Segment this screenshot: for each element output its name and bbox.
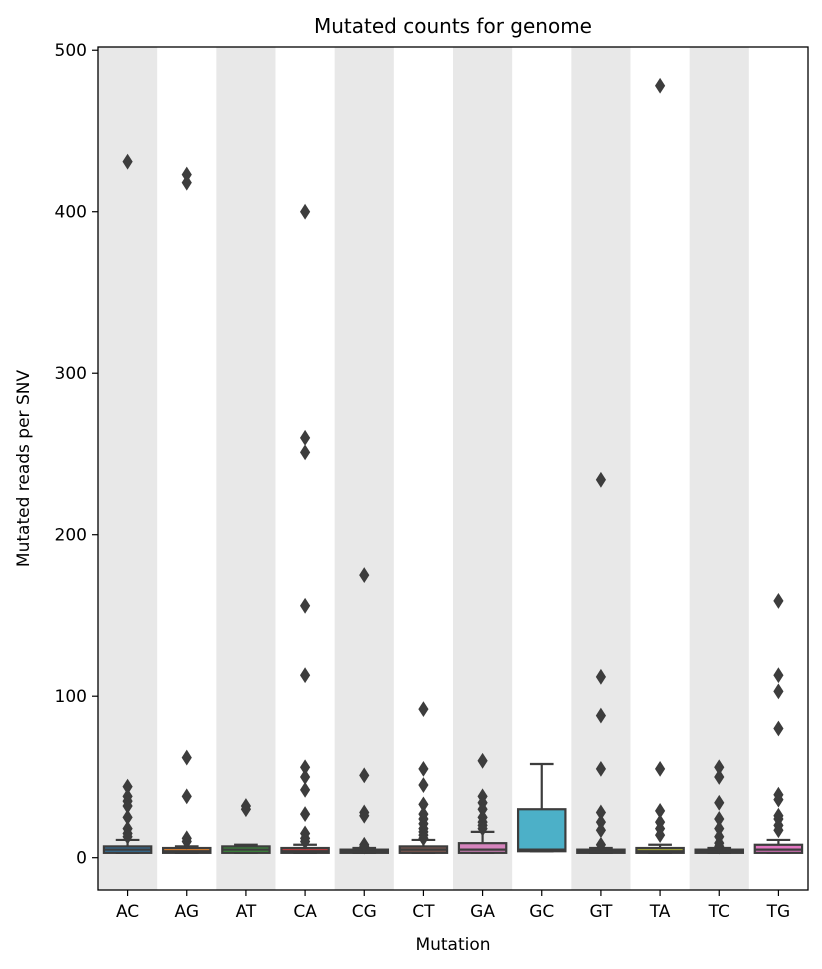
category-bands <box>98 47 749 890</box>
band-cg <box>334 47 394 890</box>
x-tick-label: CT <box>412 902 435 922</box>
band-at <box>216 47 276 890</box>
x-tick-label: AC <box>116 902 139 922</box>
outlier-point <box>477 752 488 769</box>
outlier-point <box>773 667 784 684</box>
box-ag <box>161 166 212 854</box>
outlier-point <box>714 838 725 855</box>
band-gt <box>571 47 631 890</box>
outlier-point <box>299 833 311 850</box>
box-gc <box>516 762 567 853</box>
box-ac <box>102 153 153 854</box>
x-tick-label: GA <box>470 902 495 922</box>
outlier-point <box>418 760 429 777</box>
box-tg <box>753 593 804 854</box>
outlier-point <box>359 838 370 855</box>
outlier-point <box>714 794 725 811</box>
outlier-point <box>181 749 192 766</box>
x-tick-label: CG <box>352 902 377 922</box>
chart-title: Mutated counts for genome <box>314 14 592 38</box>
box-at <box>221 798 271 854</box>
box-iqr <box>457 842 508 854</box>
box-ga <box>457 752 508 854</box>
outlier-point <box>299 806 311 823</box>
box-series <box>102 77 804 855</box>
outlier-point <box>359 567 370 584</box>
box-gt <box>576 471 626 854</box>
plot-frame <box>97 46 809 891</box>
box-ca <box>280 203 330 854</box>
outlier-point <box>654 827 666 844</box>
band-ac <box>98 47 158 890</box>
outlier-point <box>122 828 133 845</box>
box-tc <box>694 759 745 855</box>
y-tick-label: 200 <box>55 526 87 546</box>
outlier-point <box>418 777 429 793</box>
outlier-point <box>240 801 252 818</box>
x-tick-label: GC <box>529 902 554 922</box>
outlier-point <box>654 77 666 94</box>
outlier-point <box>773 822 784 839</box>
band-ga <box>453 47 513 890</box>
outlier-point <box>181 833 192 850</box>
y-tick-label: 100 <box>55 687 87 707</box>
outlier-point <box>299 769 311 785</box>
x-axis-label: Mutation <box>415 935 490 955</box>
outlier-point <box>299 781 311 798</box>
y-tick-label: 500 <box>55 41 87 61</box>
outlier-point <box>773 720 784 737</box>
y-tick-label: 400 <box>55 203 87 223</box>
outlier-point <box>418 701 429 718</box>
outlier-point <box>773 593 784 609</box>
outlier-point <box>595 760 607 777</box>
x-tick-label: AT <box>236 902 257 922</box>
outlier-point <box>773 791 784 808</box>
x-tick-label: TA <box>649 902 671 922</box>
x-tick-label: TC <box>708 902 730 922</box>
outlier-point <box>595 471 607 488</box>
outlier-point <box>181 174 192 191</box>
outlier-point <box>181 788 192 805</box>
x-tick-label: AG <box>174 902 199 922</box>
outlier-point <box>299 203 311 220</box>
box-cg <box>339 567 390 855</box>
outlier-point <box>773 683 784 700</box>
outlier-point <box>714 769 725 785</box>
outlier-point <box>477 820 488 837</box>
y-axis: 0 100 200 300 400 500 <box>55 41 98 869</box>
box-ta <box>635 77 685 854</box>
y-tick-label: 0 <box>76 849 87 869</box>
band-tc <box>689 47 749 890</box>
outlier-point <box>595 707 607 724</box>
box-iqr <box>516 808 567 853</box>
x-tick-label: CA <box>293 902 317 922</box>
x-tick-label: GT <box>589 902 613 922</box>
y-tick-label: 300 <box>55 364 87 384</box>
outlier-point <box>359 767 370 784</box>
outlier-point <box>299 444 311 461</box>
x-tick-label: TG <box>766 902 791 922</box>
box-ct <box>398 701 449 854</box>
outlier-point <box>359 807 370 824</box>
outlier-point <box>654 760 666 777</box>
x-axis: AC AG AT CA CG CT GA GC GT TA TC TG <box>116 890 790 922</box>
outlier-point <box>299 429 311 446</box>
outlier-point <box>122 153 133 170</box>
outlier-point <box>595 836 607 853</box>
outlier-point <box>299 597 311 614</box>
outlier-point <box>418 830 429 847</box>
outlier-point <box>595 668 607 685</box>
y-axis-label: Mutated reads per SNV <box>14 370 34 568</box>
outlier-point <box>299 667 311 684</box>
